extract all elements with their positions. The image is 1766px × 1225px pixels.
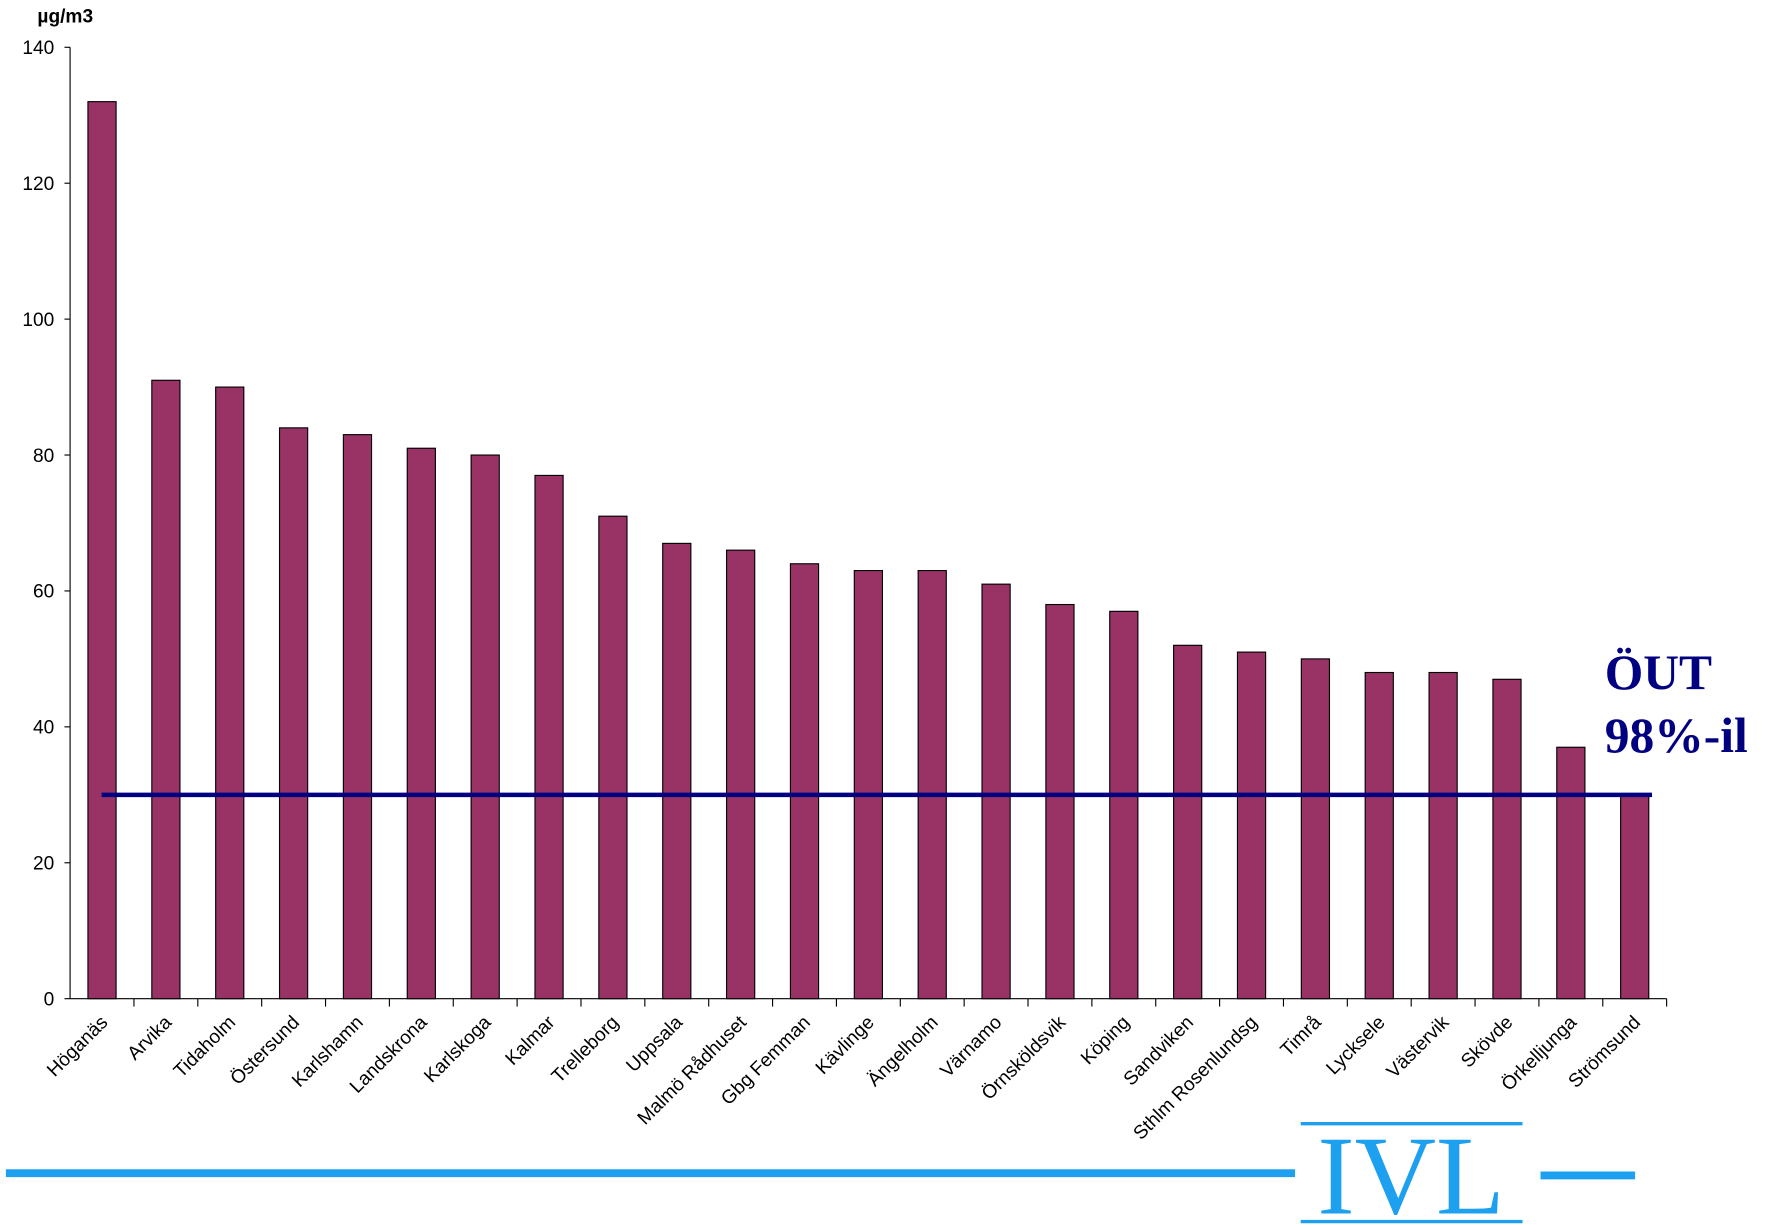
bar xyxy=(789,563,820,1000)
y-tick-label: 20 xyxy=(33,854,54,875)
bar xyxy=(278,427,309,1000)
y-tick-label: 140 xyxy=(22,38,54,59)
logo: IVL xyxy=(1317,1115,1505,1225)
y-tick-label: 0 xyxy=(44,989,55,1010)
bar xyxy=(1109,610,1139,1000)
bar xyxy=(1364,671,1394,1000)
bar xyxy=(917,569,947,1000)
y-axis-label: µg/m3 xyxy=(37,7,93,28)
bar xyxy=(1428,671,1458,1000)
bar xyxy=(1236,651,1267,1000)
annotation: ÖUT xyxy=(1605,645,1712,700)
bar xyxy=(981,583,1011,1000)
x-tick-label: Västervik xyxy=(1383,1012,1454,1083)
x-tick-label: Timrå xyxy=(1277,1012,1326,1061)
bar xyxy=(1556,746,1586,1000)
bar xyxy=(1620,794,1650,1000)
x-tick-label: Karlskoga xyxy=(420,1012,495,1087)
x-tick-label: Malmö Rådhuset xyxy=(634,1012,752,1130)
bar xyxy=(406,447,436,1000)
bar xyxy=(470,454,500,1000)
x-tick-label: Sthlm Rosenlundsg xyxy=(1130,1012,1262,1144)
x-tick-label: Uppsala xyxy=(623,1012,688,1077)
bar xyxy=(1300,658,1331,1000)
x-tick-label: Lycksele xyxy=(1323,1012,1390,1079)
bar xyxy=(1045,603,1075,1000)
bar xyxy=(342,434,373,1000)
y-tick-label: 80 xyxy=(33,446,54,467)
bar xyxy=(598,515,628,1000)
x-tick-label: Arvika xyxy=(124,1012,177,1065)
bar xyxy=(853,569,884,1000)
bar xyxy=(662,542,692,1000)
annotation: 98%-il xyxy=(1605,708,1748,763)
x-tick-label: Skövde xyxy=(1457,1012,1517,1072)
x-tick-label: Kalmar xyxy=(502,1012,560,1070)
bar xyxy=(1173,644,1203,1000)
bar xyxy=(151,379,181,1000)
y-tick-label: 120 xyxy=(22,174,54,195)
x-tick-label: Köping xyxy=(1077,1012,1134,1069)
bar xyxy=(215,386,245,1000)
bar xyxy=(87,101,117,1000)
y-tick-label: 100 xyxy=(22,310,54,331)
x-tick-label: Höganäs xyxy=(43,1012,112,1081)
y-tick-label: 40 xyxy=(33,718,54,739)
y-tick-label: 60 xyxy=(33,582,54,603)
bar xyxy=(726,549,756,1000)
x-tick-label: Kävlinge xyxy=(812,1012,879,1079)
bar xyxy=(1492,678,1522,1000)
bar xyxy=(534,474,564,1000)
x-tick-label: Trelleborg xyxy=(548,1012,623,1087)
